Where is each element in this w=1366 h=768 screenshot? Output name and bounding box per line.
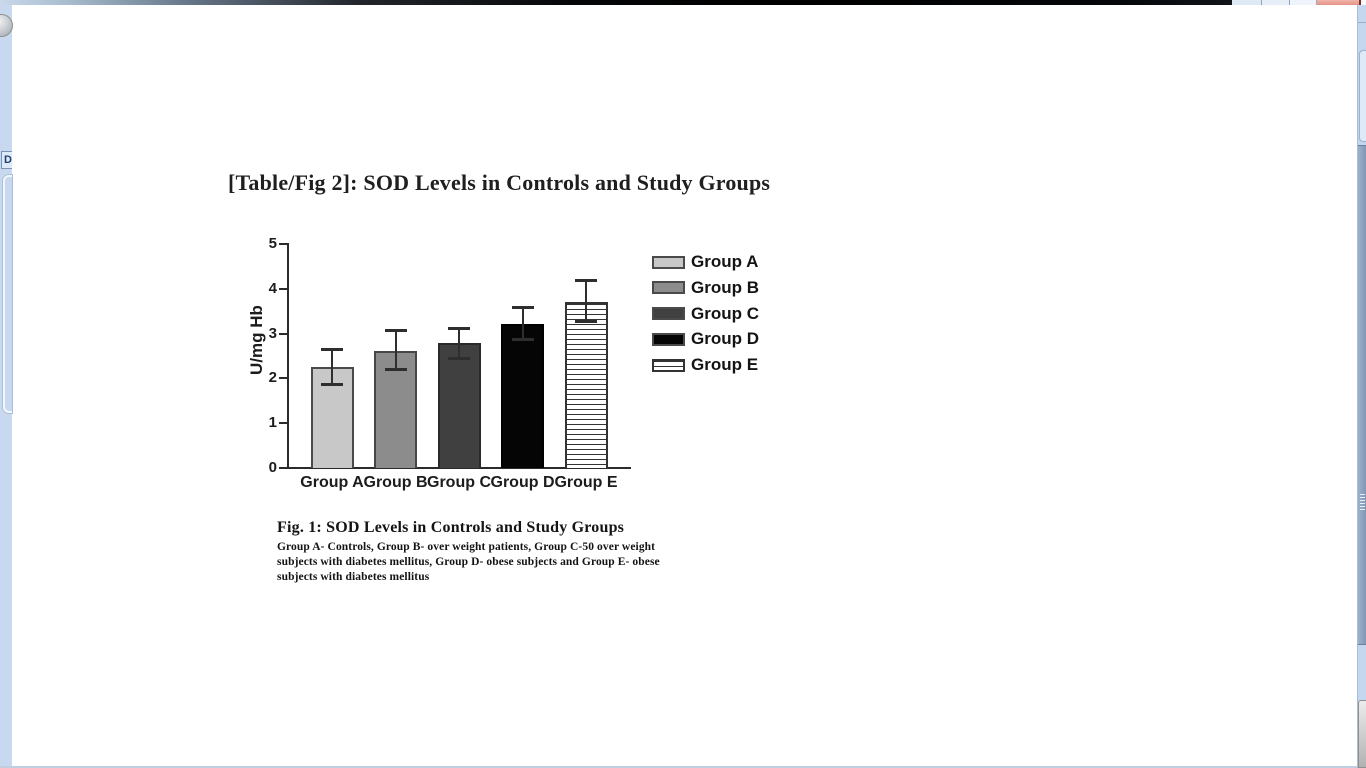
legend-label: Group E bbox=[691, 355, 759, 375]
maximize-button-sliver[interactable] bbox=[1290, 0, 1317, 5]
close-button-sliver[interactable] bbox=[1317, 0, 1361, 5]
error-bar-cap-bottom bbox=[448, 357, 470, 361]
y-tick-mark bbox=[279, 377, 287, 380]
error-bar-cap-bottom bbox=[321, 383, 343, 387]
error-bar-cap-top bbox=[448, 326, 470, 330]
scrollbar-bottom-button[interactable] bbox=[1358, 700, 1366, 768]
error-bar-cap-top bbox=[321, 348, 343, 352]
minimize-button-sliver[interactable] bbox=[1262, 0, 1290, 5]
error-bar-line bbox=[394, 330, 397, 371]
error-bar-line bbox=[585, 279, 587, 323]
legend-swatch-icon bbox=[652, 307, 685, 321]
y-tick-label: 4 bbox=[268, 279, 277, 297]
sod-levels-bar-chart: U/mg Hb 0 1 2 3 4 5 Group A Group B Group C Group… bbox=[243, 230, 773, 502]
y-tick-mark bbox=[279, 287, 287, 290]
y-axis-line bbox=[287, 243, 289, 469]
x-tick-label: Group A bbox=[300, 474, 364, 491]
bar-group-e bbox=[564, 302, 608, 468]
window-corner-notch bbox=[1361, 0, 1366, 5]
x-tick-label: Group B bbox=[363, 474, 428, 491]
legend-swatch-icon bbox=[652, 332, 685, 346]
window-bottom-edge bbox=[0, 766, 1366, 768]
legend-label: Group C bbox=[691, 303, 759, 323]
legend-swatch-icon bbox=[652, 255, 685, 269]
y-tick-mark bbox=[279, 422, 287, 425]
legend-label: Group B bbox=[691, 277, 759, 297]
error-bar-cap-top bbox=[511, 305, 534, 309]
legend-entry: Group C bbox=[652, 304, 759, 324]
figure-caption-body: Group A- Controls, Group B- over weight … bbox=[277, 541, 660, 583]
scrollbar-thumb[interactable] bbox=[1358, 145, 1366, 645]
page-title: [Table/Fig 2]: SOD Levels in Controls an… bbox=[228, 170, 771, 195]
legend-swatch-icon bbox=[652, 358, 685, 372]
y-tick-mark bbox=[279, 467, 287, 469]
x-axis-line bbox=[287, 467, 631, 469]
x-tick-label: Group E bbox=[554, 474, 618, 491]
browser-left-edge: D bbox=[0, 5, 13, 766]
scrollbar-top-button[interactable] bbox=[1359, 50, 1366, 142]
bar-group-d bbox=[501, 323, 544, 468]
chart-legend: Group A Group B Group C Group D Group E bbox=[652, 230, 773, 390]
error-bar-cap-top bbox=[384, 329, 407, 333]
figure-caption: Fig. 1: SOD Levels in Controls and Study… bbox=[277, 519, 689, 585]
error-bar-line bbox=[331, 349, 333, 386]
y-tick-mark bbox=[279, 332, 287, 335]
legend-entry: Group A bbox=[652, 252, 758, 272]
scrollbar-divider bbox=[1358, 22, 1366, 23]
legend-swatch-icon bbox=[652, 281, 685, 295]
scrollbar-gripper-icon bbox=[1360, 494, 1365, 512]
error-bar-line bbox=[521, 306, 524, 341]
legend-entry: Group E bbox=[652, 355, 758, 375]
error-bar-cap-bottom bbox=[384, 368, 407, 372]
left-toolbar-fragment[interactable]: D bbox=[1, 151, 12, 169]
window-top-edge bbox=[0, 0, 1366, 5]
x-tick-label: Group C bbox=[427, 474, 491, 491]
y-tick-label: 0 bbox=[268, 459, 277, 476]
y-tick-label: 3 bbox=[268, 324, 277, 342]
y-tick-label: 2 bbox=[268, 369, 277, 387]
y-tick-mark bbox=[279, 243, 287, 245]
window-button-sliver[interactable] bbox=[1232, 0, 1262, 5]
error-bar-cap-bottom bbox=[511, 338, 534, 342]
error-bar-cap-bottom bbox=[575, 320, 597, 324]
y-tick-label: 1 bbox=[268, 414, 277, 432]
figure-caption-title: Fig. 1: SOD Levels in Controls and Study… bbox=[277, 519, 625, 536]
legend-label: Group D bbox=[691, 329, 759, 349]
back-button-icon[interactable] bbox=[0, 14, 13, 37]
legend-label: Group A bbox=[691, 252, 759, 271]
y-tick-label: 5 bbox=[268, 235, 277, 252]
scrollbar-track[interactable] bbox=[1357, 5, 1366, 768]
x-tick-label: Group D bbox=[490, 474, 555, 491]
bar-group-c bbox=[437, 343, 481, 468]
error-bar-cap-top bbox=[575, 278, 597, 282]
left-panel-outline bbox=[3, 175, 12, 413]
legend-entry: Group D bbox=[652, 329, 759, 349]
legend-entry: Group B bbox=[652, 278, 759, 298]
error-bar-line bbox=[458, 327, 460, 360]
